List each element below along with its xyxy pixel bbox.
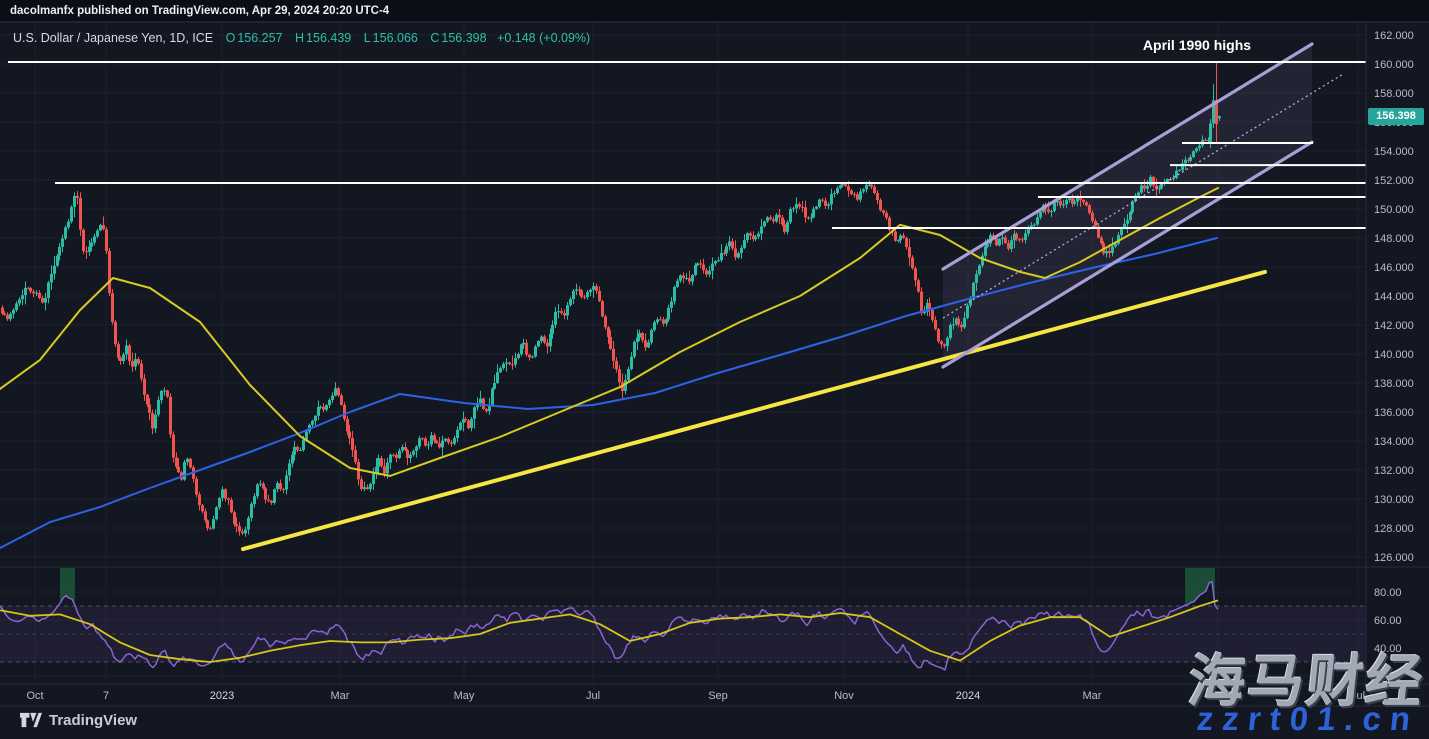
high-value: 156.439 (306, 31, 352, 45)
price-axis-label: 158.000 (1374, 88, 1414, 100)
price-axis-label: 142.000 (1374, 320, 1414, 332)
symbol-legend: U.S. Dollar / Japanese Yen, 1D, ICE O 156… (13, 31, 590, 45)
price-axis-label: 152.000 (1374, 175, 1414, 187)
time-axis-label: Jul (1351, 690, 1365, 702)
price-axis-label: 132.000 (1374, 465, 1414, 477)
rsi-band-fill (0, 606, 1366, 662)
price-axis-label: 150.000 (1374, 204, 1414, 216)
time-axis-label: Sep (708, 690, 728, 702)
chart-annotation-april-1990-highs: April 1990 highs (1142, 37, 1252, 53)
time-axis-label: Oct (26, 690, 43, 702)
price-axis-label: 140.000 (1374, 349, 1414, 361)
close-label: C (430, 31, 440, 45)
price-axis-label: 130.000 (1374, 494, 1414, 506)
rsi-ma-line (0, 599, 1219, 663)
time-axis-label: May (454, 690, 475, 702)
rsi-axis-label: 40.00 (1374, 643, 1402, 655)
pane-borders (0, 21, 1429, 707)
time-axis-label: Mar (331, 690, 350, 702)
ma-slow-line (0, 237, 1218, 549)
open-value: 156.257 (237, 31, 283, 45)
time-axis-label: Jul (586, 690, 600, 702)
channel-upper-line (941, 42, 1314, 271)
price-axis-label: 138.000 (1374, 378, 1414, 390)
close-value: 156.398 (441, 31, 487, 45)
price-axis-label: 144.000 (1374, 291, 1414, 303)
last-price-tag: 156.398 (1368, 108, 1424, 125)
time-axis-label: 2023 (210, 690, 234, 702)
tradingview-logo[interactable]: TradingView (20, 711, 137, 729)
open-label: O (225, 31, 236, 45)
price-axis-label: 128.000 (1374, 523, 1414, 535)
trendline (241, 269, 1267, 552)
rsi-axis-label: 20.00 (1374, 671, 1402, 683)
rsi-pane (0, 568, 1366, 671)
rsi-axis-label: 80.00 (1374, 587, 1402, 599)
tradingview-logo-text: TradingView (49, 711, 138, 729)
time-axis-label: 7 (103, 690, 109, 702)
low-label: L (363, 31, 371, 45)
price-axis-label: 136.000 (1374, 407, 1414, 419)
rsi-axis-label: 60.00 (1374, 615, 1402, 627)
price-axis-label: 162.000 (1374, 30, 1414, 42)
watermark-url-text: zzrt01.cn (1194, 700, 1421, 737)
change-value: +0.148 (+0.09%) (497, 31, 591, 45)
tradingview-logo-icon (20, 712, 42, 728)
rsi-line (0, 580, 1219, 671)
channel-lower-line (941, 140, 1314, 369)
attribution-bar: dacolmanfx published on TradingView.com,… (0, 0, 1429, 22)
price-axis-label: 126.000 (1374, 552, 1414, 564)
time-axis-label: Nov (834, 690, 854, 702)
grid-layer (0, 22, 1366, 684)
ma-fast-line (0, 187, 1219, 477)
price-axis-label: 134.000 (1374, 436, 1414, 448)
rsi-overbought-fill (60, 568, 75, 606)
high-label: H (295, 31, 305, 45)
time-axis-label: Mar (1083, 690, 1102, 702)
low-value: 156.066 (372, 31, 418, 45)
time-axis-label: 2024 (956, 690, 980, 702)
price-axis-label: 146.000 (1374, 262, 1414, 274)
price-axis-label: 154.000 (1374, 146, 1414, 158)
time-axis: Oct 7 2023 Mar May Jul Sep Nov 2024 Mar May Jul (26, 690, 1365, 702)
price-pane (0, 42, 1366, 552)
symbol-title: U.S. Dollar / Japanese Yen, 1D, ICE (13, 31, 214, 45)
price-axis-label: 148.000 (1374, 233, 1414, 245)
rsi-overbought-fill (1185, 568, 1215, 606)
time-axis-label: May (1208, 690, 1229, 702)
attribution-text: dacolmanfx published on TradingView.com,… (10, 5, 390, 17)
price-axis: 162.000160.000158.000156.000154.000152.0… (1374, 30, 1414, 683)
price-axis-label: 160.000 (1374, 59, 1414, 71)
